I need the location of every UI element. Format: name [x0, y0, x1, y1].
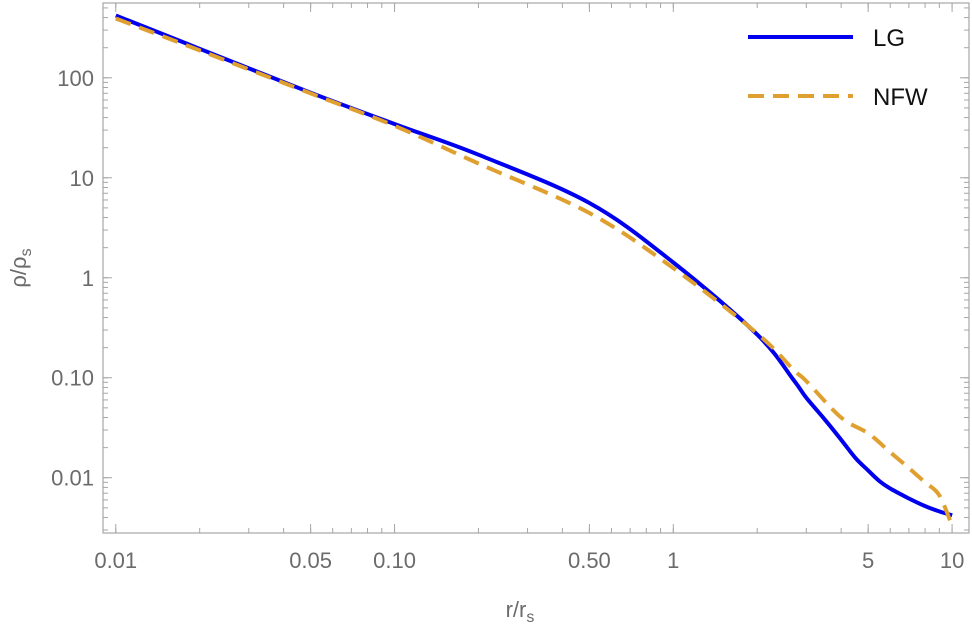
y-tick-label-0: 0.01 [51, 466, 94, 491]
x-tick-label-1: 0.05 [289, 548, 332, 573]
x-tick-label-4: 1 [667, 548, 679, 573]
x-tick-label-6: 10 [940, 548, 964, 573]
axis-ticks [103, 3, 969, 533]
legend-label-lg: LG [873, 25, 905, 52]
y-tick-label-2: 1 [82, 266, 94, 291]
y-axis-title: ρ/ρs [6, 248, 35, 287]
series-line-lg [115, 13, 953, 518]
plot-frame [102, 2, 970, 534]
x-tick-label-2: 0.10 [373, 548, 416, 573]
x-tick-label-3: 0.50 [568, 548, 611, 573]
x-tick-label-5: 5 [862, 548, 874, 573]
y-tick-label-3: 10 [70, 166, 94, 191]
series-lines [115, 13, 954, 527]
legend-label-nfw: NFW [873, 84, 928, 111]
x-tick-label-0: 0.01 [94, 548, 137, 573]
y-tick-label-1: 0.10 [51, 366, 94, 391]
x-axis-title: r/rs [506, 597, 535, 626]
y-tick-label-4: 100 [57, 66, 94, 91]
tick-labels: 0.01 0.05 0.10 0.50 1 5 10 0.01 0.10 1 10 100 [51, 66, 964, 573]
legend: LG NFW [748, 25, 928, 111]
